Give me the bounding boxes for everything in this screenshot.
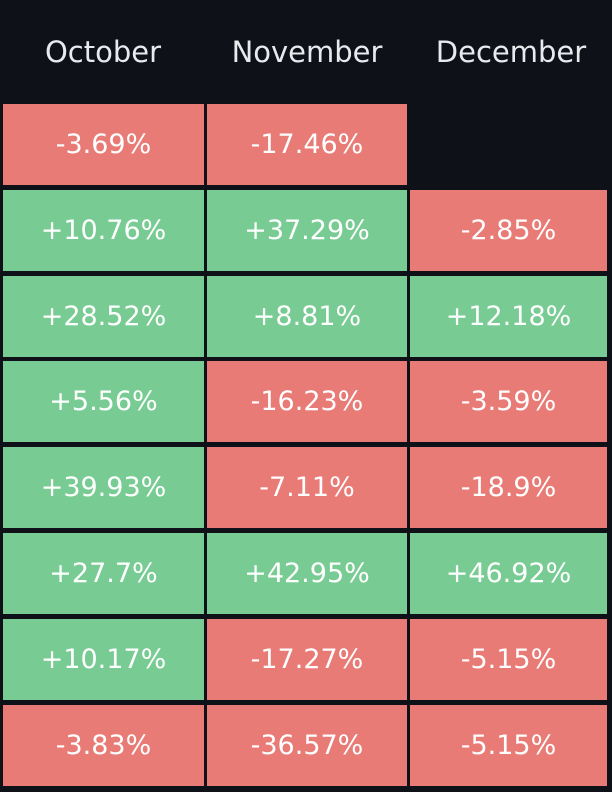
return-cell: -5.15%	[410, 618, 607, 700]
returns-grid: -3.69% -17.46% +10.76% +37.29% -2.85% +28.52%…	[0, 104, 612, 792]
return-cell: -3.69%	[3, 104, 204, 185]
return-cell: +8.81%	[207, 275, 407, 357]
return-cell: +42.95%	[207, 533, 407, 614]
return-cell: -18.9%	[410, 447, 607, 529]
column-header-december: December	[435, 35, 587, 69]
header-row: October November December	[0, 0, 612, 104]
return-cell: -3.59%	[410, 361, 607, 443]
return-cell	[410, 104, 607, 185]
return-cell: +28.52%	[3, 275, 204, 357]
return-cell: +10.76%	[3, 189, 204, 271]
return-cell: -5.15%	[410, 704, 607, 786]
return-cell: -16.23%	[207, 361, 407, 443]
return-cell: -17.27%	[207, 618, 407, 700]
return-cell: -3.83%	[3, 704, 204, 786]
column-header-october: October	[44, 35, 162, 69]
return-cell: -2.85%	[410, 189, 607, 271]
column-header-november: November	[231, 35, 383, 69]
return-cell: +37.29%	[207, 189, 407, 271]
return-cell: +39.93%	[3, 447, 204, 529]
return-cell: +5.56%	[3, 361, 204, 443]
return-cell: +10.17%	[3, 618, 204, 700]
return-cell: -17.46%	[207, 104, 407, 185]
return-cell: +46.92%	[410, 533, 607, 614]
return-cell: -36.57%	[207, 704, 407, 786]
return-cell: +27.7%	[3, 533, 204, 614]
return-cell: -7.11%	[207, 447, 407, 529]
return-cell: +12.18%	[410, 275, 607, 357]
